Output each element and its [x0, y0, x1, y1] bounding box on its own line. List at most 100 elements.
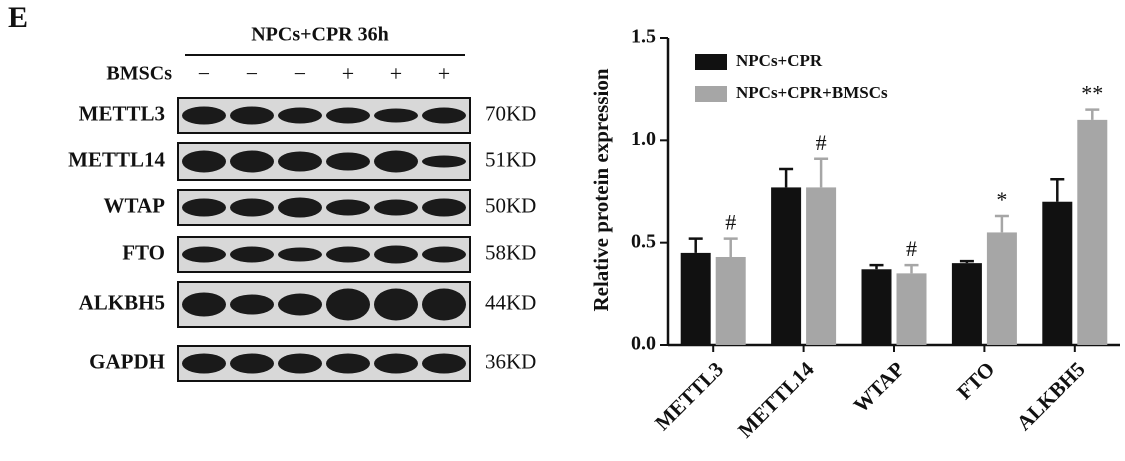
band: [278, 197, 322, 218]
band: [326, 246, 370, 263]
error-bar: [869, 263, 884, 270]
bar: [896, 273, 927, 345]
treatment-sign: −: [294, 61, 306, 86]
band: [374, 150, 418, 173]
blot-header: NPCs+CPR 36h: [251, 24, 389, 46]
error-bar: [723, 237, 738, 257]
treatment-label: BMSCs: [106, 63, 172, 85]
legend-swatch: [695, 86, 727, 102]
band: [422, 288, 466, 321]
band: [230, 246, 274, 263]
band: [374, 353, 418, 374]
size-label: 44KD: [485, 290, 536, 314]
legend-swatch: [695, 54, 727, 70]
error-bar: [779, 167, 794, 188]
treatment-sign: +: [342, 61, 354, 86]
x-tick-label: METTL14: [733, 357, 819, 443]
size-label: 70KD: [485, 101, 536, 125]
blot-box: [177, 236, 471, 273]
y-tick-label: 0.0: [631, 333, 656, 355]
band: [278, 247, 322, 262]
protein-label: METTL14: [68, 147, 165, 171]
band: [182, 106, 226, 125]
bar: [806, 187, 837, 345]
significance-label: #: [816, 130, 827, 155]
y-tick-label: 1.0: [631, 128, 656, 150]
band: [230, 150, 274, 173]
protein-label: GAPDH: [89, 349, 165, 373]
x-tick-label: WTAP: [849, 357, 910, 418]
error-bar: [904, 263, 919, 274]
blot-box: [177, 281, 471, 328]
treatment-sign: +: [438, 61, 450, 86]
bar: [1077, 119, 1108, 345]
size-label: 58KD: [485, 240, 536, 264]
error-bar: [1050, 177, 1065, 202]
bar: [1042, 201, 1073, 345]
band: [374, 288, 418, 321]
band: [182, 353, 226, 374]
error-bar: [959, 259, 974, 264]
band: [278, 353, 322, 374]
legend-label: NPCs+CPR+BMSCs: [736, 83, 888, 102]
protein-label: WTAP: [104, 193, 166, 217]
bar: [771, 187, 802, 345]
blot-box: [177, 97, 471, 134]
size-label: 36KD: [485, 349, 536, 373]
band: [230, 106, 274, 125]
band: [326, 353, 370, 374]
bar: [951, 263, 982, 345]
band: [278, 293, 322, 316]
band: [374, 245, 418, 264]
band: [230, 353, 274, 374]
band: [182, 292, 226, 317]
band: [182, 246, 226, 263]
y-tick-label: 1.5: [631, 26, 656, 48]
band: [422, 155, 466, 168]
band: [230, 198, 274, 217]
bar: [680, 252, 711, 345]
x-tick-label: ALKBH5: [1012, 357, 1090, 435]
band: [374, 108, 418, 123]
band: [374, 199, 418, 216]
bar: [715, 256, 746, 345]
blot-box: [177, 189, 471, 226]
band: [326, 107, 370, 124]
band: [278, 151, 322, 172]
x-tick-label: FTO: [952, 357, 999, 404]
x-tick-label: METTL3: [650, 357, 728, 435]
band: [422, 107, 466, 124]
significance-label: #: [906, 236, 917, 261]
blot-box: [177, 345, 471, 382]
panel-label: E: [8, 1, 28, 34]
treatment-sign: −: [198, 61, 210, 86]
bar: [986, 232, 1017, 345]
protein-label: ALKBH5: [79, 290, 165, 314]
protein-label: METTL3: [79, 101, 165, 125]
size-label: 51KD: [485, 147, 536, 171]
error-bar: [688, 237, 703, 253]
band: [230, 294, 274, 315]
treatment-sign: −: [246, 61, 258, 86]
band: [182, 198, 226, 217]
error-bar: [994, 214, 1009, 233]
error-bar: [814, 157, 829, 188]
blot-box: [177, 142, 471, 181]
band: [278, 107, 322, 124]
significance-label: *: [996, 187, 1007, 212]
band: [326, 152, 370, 171]
band: [182, 150, 226, 173]
band: [326, 288, 370, 321]
band: [422, 198, 466, 217]
band: [326, 199, 370, 216]
size-label: 50KD: [485, 193, 536, 217]
legend-label: NPCs+CPR: [736, 51, 823, 70]
significance-label: **: [1081, 81, 1103, 106]
band: [422, 246, 466, 263]
band: [422, 353, 466, 374]
treatment-sign: +: [390, 61, 402, 86]
bar: [861, 269, 892, 345]
protein-label: FTO: [122, 240, 165, 264]
significance-label: #: [725, 210, 736, 235]
